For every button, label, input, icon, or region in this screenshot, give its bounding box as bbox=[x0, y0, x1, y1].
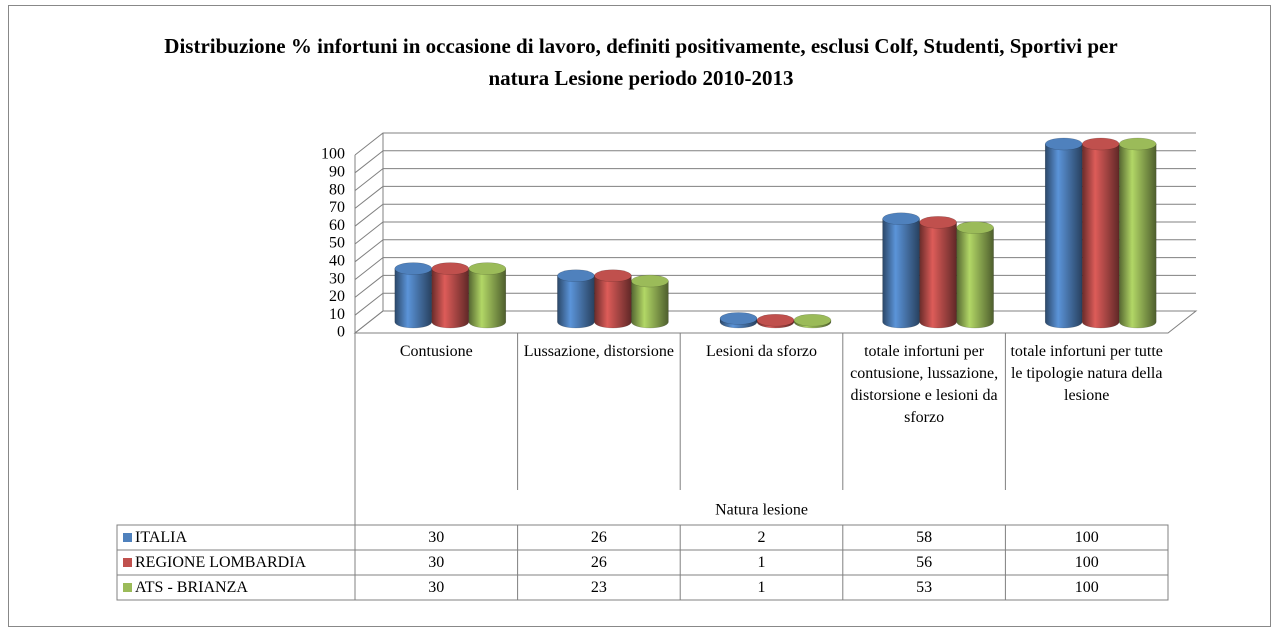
table-value: 56 bbox=[916, 554, 932, 571]
table-value: 58 bbox=[916, 529, 932, 546]
bar-top bbox=[1044, 137, 1083, 151]
y-tick-label: 10 bbox=[329, 306, 345, 323]
x-tick-label: Lesioni da sforzo bbox=[705, 343, 818, 360]
bar-body bbox=[1081, 143, 1120, 329]
bar-body bbox=[919, 222, 957, 329]
legend-label: ATS - BRIANZA bbox=[135, 579, 248, 596]
bar-body bbox=[1118, 143, 1157, 329]
y-tick-label: 50 bbox=[329, 235, 345, 252]
table-value: 2 bbox=[758, 529, 766, 546]
bar-body bbox=[468, 268, 507, 329]
y-tick-label: 80 bbox=[329, 181, 345, 198]
bar bbox=[468, 262, 507, 329]
bar bbox=[431, 262, 470, 329]
table-value: 30 bbox=[428, 529, 444, 546]
bar-top bbox=[468, 262, 507, 275]
bar bbox=[1081, 137, 1120, 329]
y-tick-label: 30 bbox=[329, 270, 345, 287]
grid-line bbox=[354, 150, 1196, 174]
grid-line bbox=[354, 168, 1196, 191]
y-tick-label: 0 bbox=[337, 324, 345, 341]
y-tick-label: 70 bbox=[329, 199, 345, 216]
bar-body bbox=[394, 268, 433, 329]
legend-swatch bbox=[123, 583, 132, 592]
bar-top bbox=[557, 269, 595, 282]
table-value: 23 bbox=[591, 579, 607, 596]
x-tick-label: Contusione bbox=[399, 343, 473, 360]
grid-line bbox=[354, 185, 1196, 209]
grid-line bbox=[354, 203, 1196, 227]
bar bbox=[394, 262, 433, 329]
table-value: 1 bbox=[758, 554, 766, 571]
bar-body bbox=[557, 275, 595, 329]
table-value: 100 bbox=[1075, 554, 1099, 571]
legend-label: ITALIA bbox=[135, 529, 187, 546]
x-axis-label: Natura lesione bbox=[715, 502, 808, 519]
bar bbox=[719, 312, 758, 329]
chart-frame bbox=[8, 5, 1271, 627]
bar-body bbox=[594, 275, 632, 329]
y-tick-label: 100 bbox=[321, 146, 345, 163]
y-tick-label: 40 bbox=[329, 252, 345, 269]
bar bbox=[1044, 137, 1083, 329]
bar bbox=[557, 269, 595, 329]
bar-top bbox=[594, 269, 632, 282]
bar-top bbox=[1118, 137, 1157, 151]
table-value: 100 bbox=[1075, 579, 1099, 596]
bar bbox=[793, 313, 832, 329]
bar bbox=[1118, 137, 1157, 329]
y-tick-label: 90 bbox=[329, 163, 345, 180]
bar bbox=[919, 216, 957, 329]
x-tick-label: totale infortuni per tutte le tipologie … bbox=[1010, 343, 1163, 404]
bar-body bbox=[631, 280, 669, 329]
bar-body bbox=[1044, 143, 1083, 329]
chart-title: Distribuzione % infortuni in occasione d… bbox=[164, 34, 1118, 90]
bar bbox=[756, 313, 795, 329]
table-value: 26 bbox=[591, 554, 607, 571]
y-tick-label: 20 bbox=[329, 288, 345, 305]
table-value: 100 bbox=[1075, 529, 1099, 546]
bar-top bbox=[719, 312, 758, 325]
bar-body bbox=[431, 268, 470, 329]
bar-top bbox=[1081, 137, 1120, 151]
bar-top bbox=[793, 313, 832, 327]
grid-line bbox=[354, 132, 1196, 156]
bar bbox=[882, 212, 920, 329]
table-value: 53 bbox=[916, 579, 932, 596]
legend-swatch bbox=[123, 558, 132, 567]
x-tick-label: Lussazione, distorsione bbox=[523, 343, 674, 360]
bar-top bbox=[631, 274, 669, 288]
table-value: 30 bbox=[428, 554, 444, 571]
table-value: 1 bbox=[758, 579, 766, 596]
bar bbox=[631, 274, 669, 329]
x-tick-label: totale infortuni per contusione, lussazi… bbox=[850, 343, 999, 426]
table-value: 26 bbox=[591, 529, 607, 546]
bar-top bbox=[756, 313, 795, 327]
bar-top bbox=[882, 212, 920, 226]
bar-body bbox=[956, 227, 994, 329]
bar bbox=[594, 269, 632, 329]
table-value: 30 bbox=[428, 579, 444, 596]
y-tick-label: 60 bbox=[329, 217, 345, 234]
bar-top bbox=[431, 262, 470, 275]
bar bbox=[956, 221, 994, 329]
legend-label: REGIONE LOMBARDIA bbox=[135, 554, 307, 571]
bar-top bbox=[394, 262, 433, 275]
bar-top bbox=[919, 216, 957, 229]
legend-swatch bbox=[123, 533, 132, 542]
bar-body bbox=[882, 218, 920, 329]
bar-top bbox=[956, 221, 994, 234]
